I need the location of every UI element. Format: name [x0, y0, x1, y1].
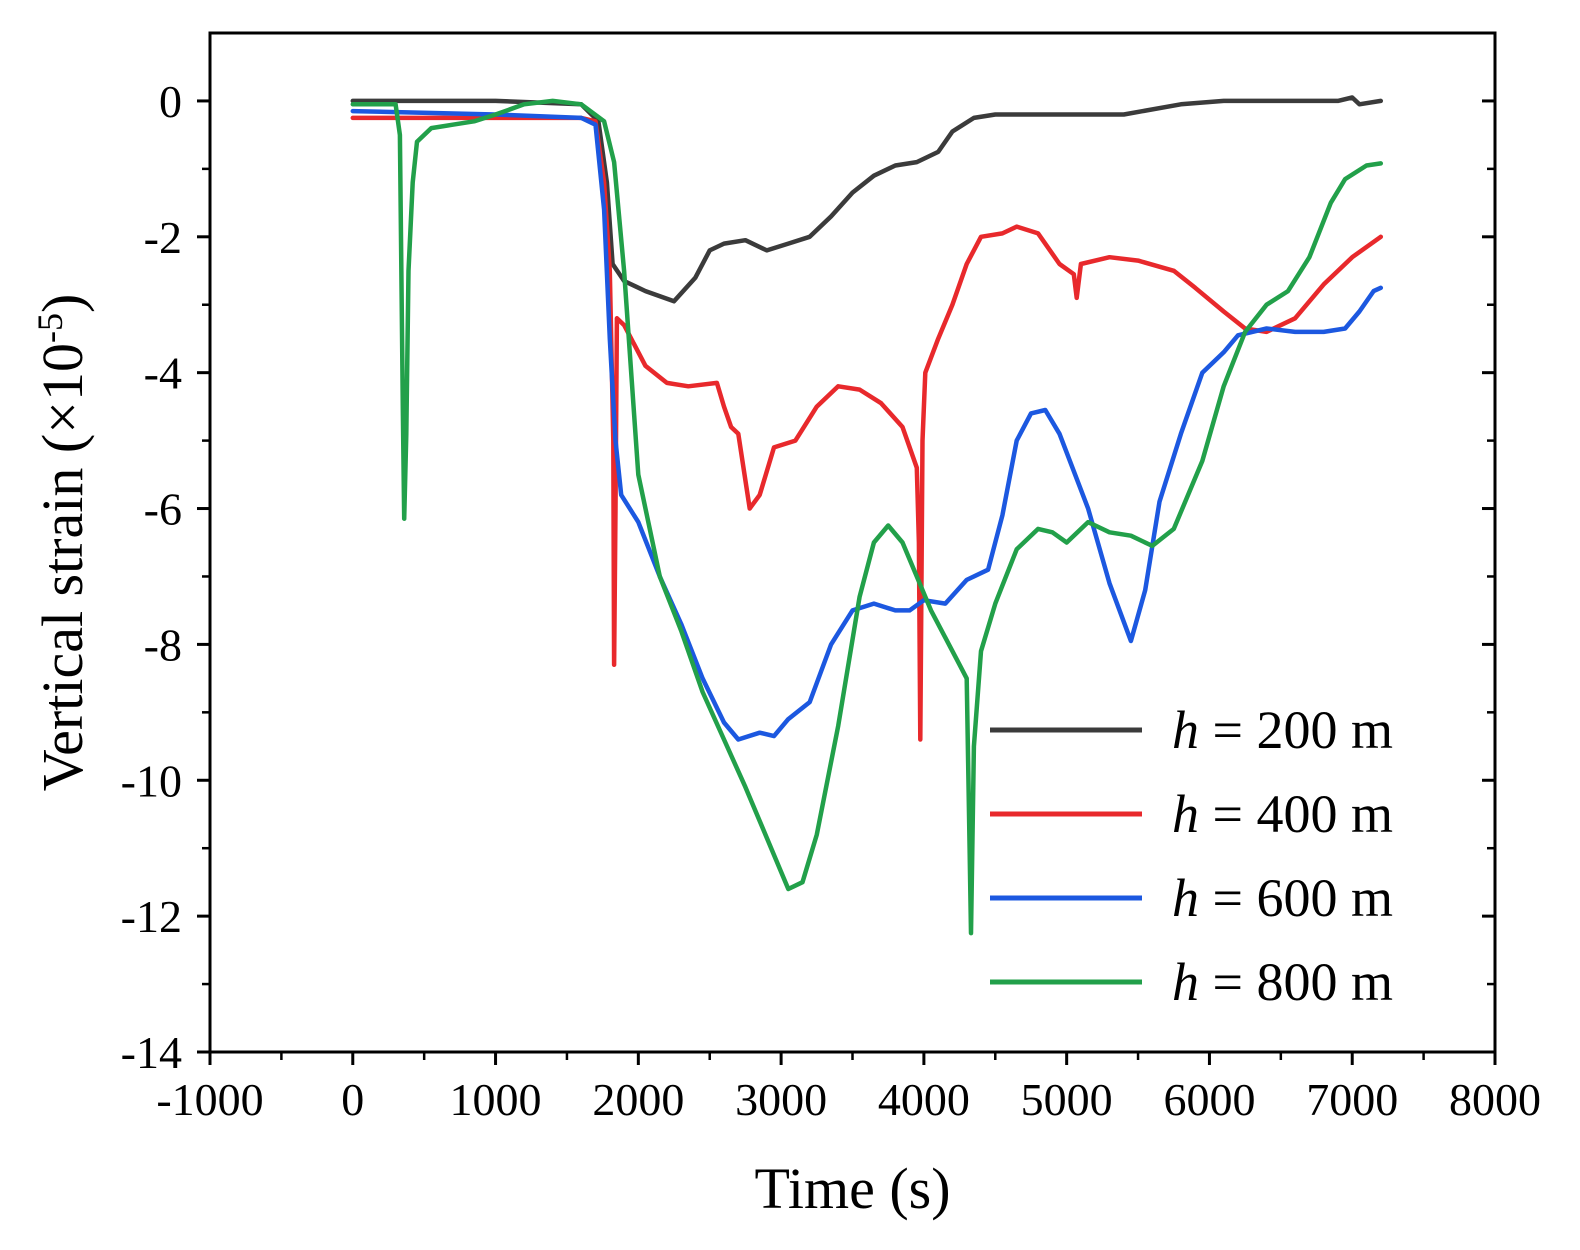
series-line-3 [350, 108, 1384, 742]
y-tick-label: -8 [144, 619, 182, 670]
legend-variable: h [1172, 784, 1199, 844]
x-tick-label: 0 [341, 1074, 364, 1125]
y-tick-label: 0 [159, 76, 182, 127]
legend-value: = 800 m [1199, 952, 1393, 1012]
legend-variable: h [1172, 952, 1199, 1012]
legend-value: = 400 m [1199, 784, 1393, 844]
legend: h = 200 mh = 400 mh = 600 mh = 800 m [990, 700, 1393, 1012]
x-tick-label: 2000 [592, 1074, 684, 1125]
series-line-2 [350, 115, 1384, 742]
x-tick-label: 4000 [878, 1074, 970, 1125]
x-tick-label: 8000 [1449, 1074, 1541, 1125]
series-line-1 [350, 95, 1384, 304]
series-line-4 [350, 98, 1384, 936]
x-axis-title: Time (s) [754, 1156, 950, 1221]
legend-label-3: h = 600 m [1172, 868, 1393, 928]
x-tick-label: 5000 [1021, 1074, 1113, 1125]
labels-group: Time (s) Vertical strain (×10-5) [30, 294, 951, 1221]
y-tick-label: -4 [144, 348, 182, 399]
plot-frame [208, 31, 1497, 1054]
legend-label-1: h = 200 m [1172, 700, 1393, 760]
x-tick-label: -1000 [156, 1074, 263, 1125]
y-axis-title-main: Vertical strain (×10 [30, 343, 95, 791]
y-axis-title-close: ) [30, 294, 95, 313]
x-tick-label: 1000 [450, 1074, 542, 1125]
y-axis-title-exponent: -5 [30, 313, 70, 343]
y-axis-title: Vertical strain (×10-5) [30, 294, 95, 792]
legend-variable: h [1172, 700, 1199, 760]
x-tick-label: 3000 [735, 1074, 827, 1125]
x-tick-label: 6000 [1163, 1074, 1255, 1125]
legend-label-4: h = 800 m [1172, 952, 1393, 1012]
y-tick-label: -2 [144, 212, 182, 263]
legend-label-2: h = 400 m [1172, 784, 1393, 844]
x-tick-label: 7000 [1306, 1074, 1398, 1125]
legend-value: = 200 m [1199, 700, 1393, 760]
y-tick-label: -10 [121, 755, 182, 806]
legend-value: = 600 m [1199, 868, 1393, 928]
y-tick-label: -12 [121, 891, 182, 942]
axes-group: -1000 0 1000 2000 3000 4000 5000 6000 7000 8000 0 -… [121, 76, 1541, 1125]
y-tick-label: -6 [144, 484, 182, 535]
legend-variable: h [1172, 868, 1199, 928]
y-tick-label: -14 [121, 1027, 182, 1078]
series-group [350, 95, 1384, 936]
